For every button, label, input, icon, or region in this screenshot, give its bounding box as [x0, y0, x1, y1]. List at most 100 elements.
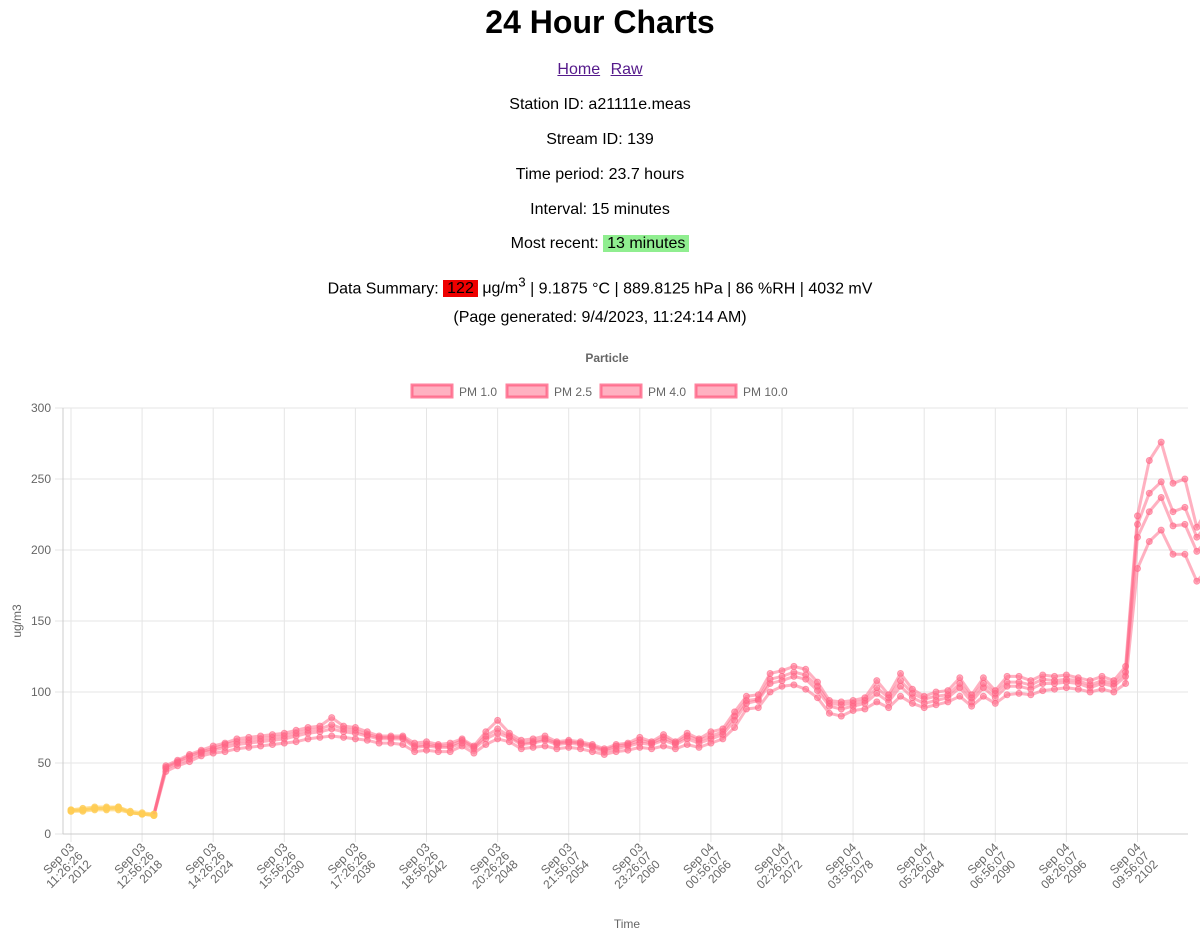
legend-swatch [505, 383, 549, 399]
data-point [304, 724, 312, 731]
data-summary-line: Data Summary: 122 μg/m3 | 9.1875 °C | 88… [0, 273, 1200, 299]
data-point [825, 697, 833, 704]
page-title: 24 Hour Charts [485, 4, 715, 40]
data-point [221, 739, 229, 747]
x-tick-label: Sep 0312:56:262018 [105, 840, 165, 900]
data-point [979, 692, 987, 700]
legend-label: PM 4.0 [648, 385, 686, 399]
data-point [138, 809, 146, 817]
data-point [505, 729, 513, 737]
data-point [624, 739, 632, 747]
data-point [908, 699, 916, 707]
data-point [209, 742, 217, 750]
legend-swatch [599, 383, 643, 399]
time-period-value: 23.7 hours [608, 166, 685, 183]
time-period-label: Time period: [515, 166, 605, 183]
legend-label: PM 10.0 [743, 385, 788, 399]
data-point [932, 688, 940, 696]
data-point [1003, 672, 1011, 680]
data-point [1122, 680, 1130, 687]
data-point [660, 742, 667, 750]
data-point [790, 681, 798, 689]
page-generated: (Page generated: 9/4/2023, 11:24:14 AM) [453, 309, 747, 326]
data-point [304, 735, 312, 743]
data-point [541, 732, 549, 740]
data-point [1098, 672, 1106, 680]
data-point [802, 685, 810, 693]
data-point [1169, 550, 1177, 558]
data-point [814, 694, 821, 702]
data-point [162, 762, 170, 770]
data-point [873, 684, 881, 692]
y-tick-label: 200 [31, 543, 51, 557]
y-axis-title: ug/m3 [10, 604, 24, 638]
data-point [565, 736, 573, 744]
data-point [67, 806, 75, 814]
data-point [482, 728, 490, 736]
most-recent-label: Most recent: [510, 235, 599, 252]
series-line [152, 440, 1200, 815]
data-point [577, 738, 584, 746]
data-point [1181, 475, 1189, 483]
data-point [470, 742, 478, 750]
data-point [1027, 677, 1035, 685]
data-point [1169, 508, 1177, 516]
data-point [1145, 489, 1153, 497]
data-point [897, 692, 904, 700]
data-summary-label: Data Summary: [327, 280, 439, 298]
data-point [114, 803, 122, 811]
data-point [280, 729, 288, 737]
pm-unit-sup: 3 [518, 275, 526, 290]
data-point [1181, 550, 1189, 558]
data-point [91, 803, 99, 811]
most-recent-badge: 13 minutes [603, 235, 690, 252]
data-point [873, 677, 881, 685]
data-point [1039, 687, 1047, 695]
data-point [719, 725, 727, 733]
data-point [683, 729, 691, 737]
data-point [766, 688, 774, 696]
interval-line: Interval: 15 minutes [0, 200, 1200, 220]
data-point [778, 667, 786, 675]
data-point [1051, 672, 1058, 680]
data-point [1003, 691, 1011, 699]
data-point [1169, 479, 1177, 487]
data-point [458, 735, 466, 743]
x-tick-label: Sep 0409:56:072102 [1101, 840, 1161, 900]
raw-link[interactable]: Raw [610, 61, 643, 78]
data-point [1169, 522, 1177, 530]
y-tick-label: 250 [31, 472, 51, 486]
data-point [1193, 547, 1200, 555]
data-point [885, 704, 893, 712]
data-point [956, 674, 964, 682]
data-point [316, 733, 324, 741]
data-point [79, 804, 87, 812]
data-summary-rest: | 9.1875 °C | 889.8125 hPa | 86 %RH | 40… [530, 280, 873, 298]
y-tick-label: 300 [31, 401, 51, 415]
data-point [766, 670, 774, 677]
data-point [612, 741, 620, 748]
data-point [671, 738, 679, 746]
data-point [1181, 503, 1189, 511]
data-point [790, 668, 798, 676]
data-point [991, 687, 999, 695]
pm-unit-text: μg/m [482, 280, 519, 298]
data-point [1098, 685, 1106, 693]
data-point [648, 738, 656, 746]
data-point [1062, 684, 1070, 692]
y-tick-label: 100 [31, 685, 51, 699]
data-point [825, 709, 833, 717]
data-point [245, 733, 253, 741]
chart-title: Particle [585, 351, 629, 365]
y-tick-label: 0 [44, 827, 51, 841]
home-link[interactable]: Home [557, 61, 601, 78]
data-point [494, 735, 502, 743]
data-point [754, 691, 762, 699]
data-point [695, 735, 703, 743]
x-tick-label: Sep 0403:56:072078 [816, 840, 876, 900]
x-tick-label: Sep 0405:26:072084 [887, 840, 947, 900]
station-id-label: Station ID: [509, 96, 584, 113]
data-point [1122, 662, 1130, 670]
data-point [553, 738, 561, 746]
data-point [754, 704, 762, 712]
